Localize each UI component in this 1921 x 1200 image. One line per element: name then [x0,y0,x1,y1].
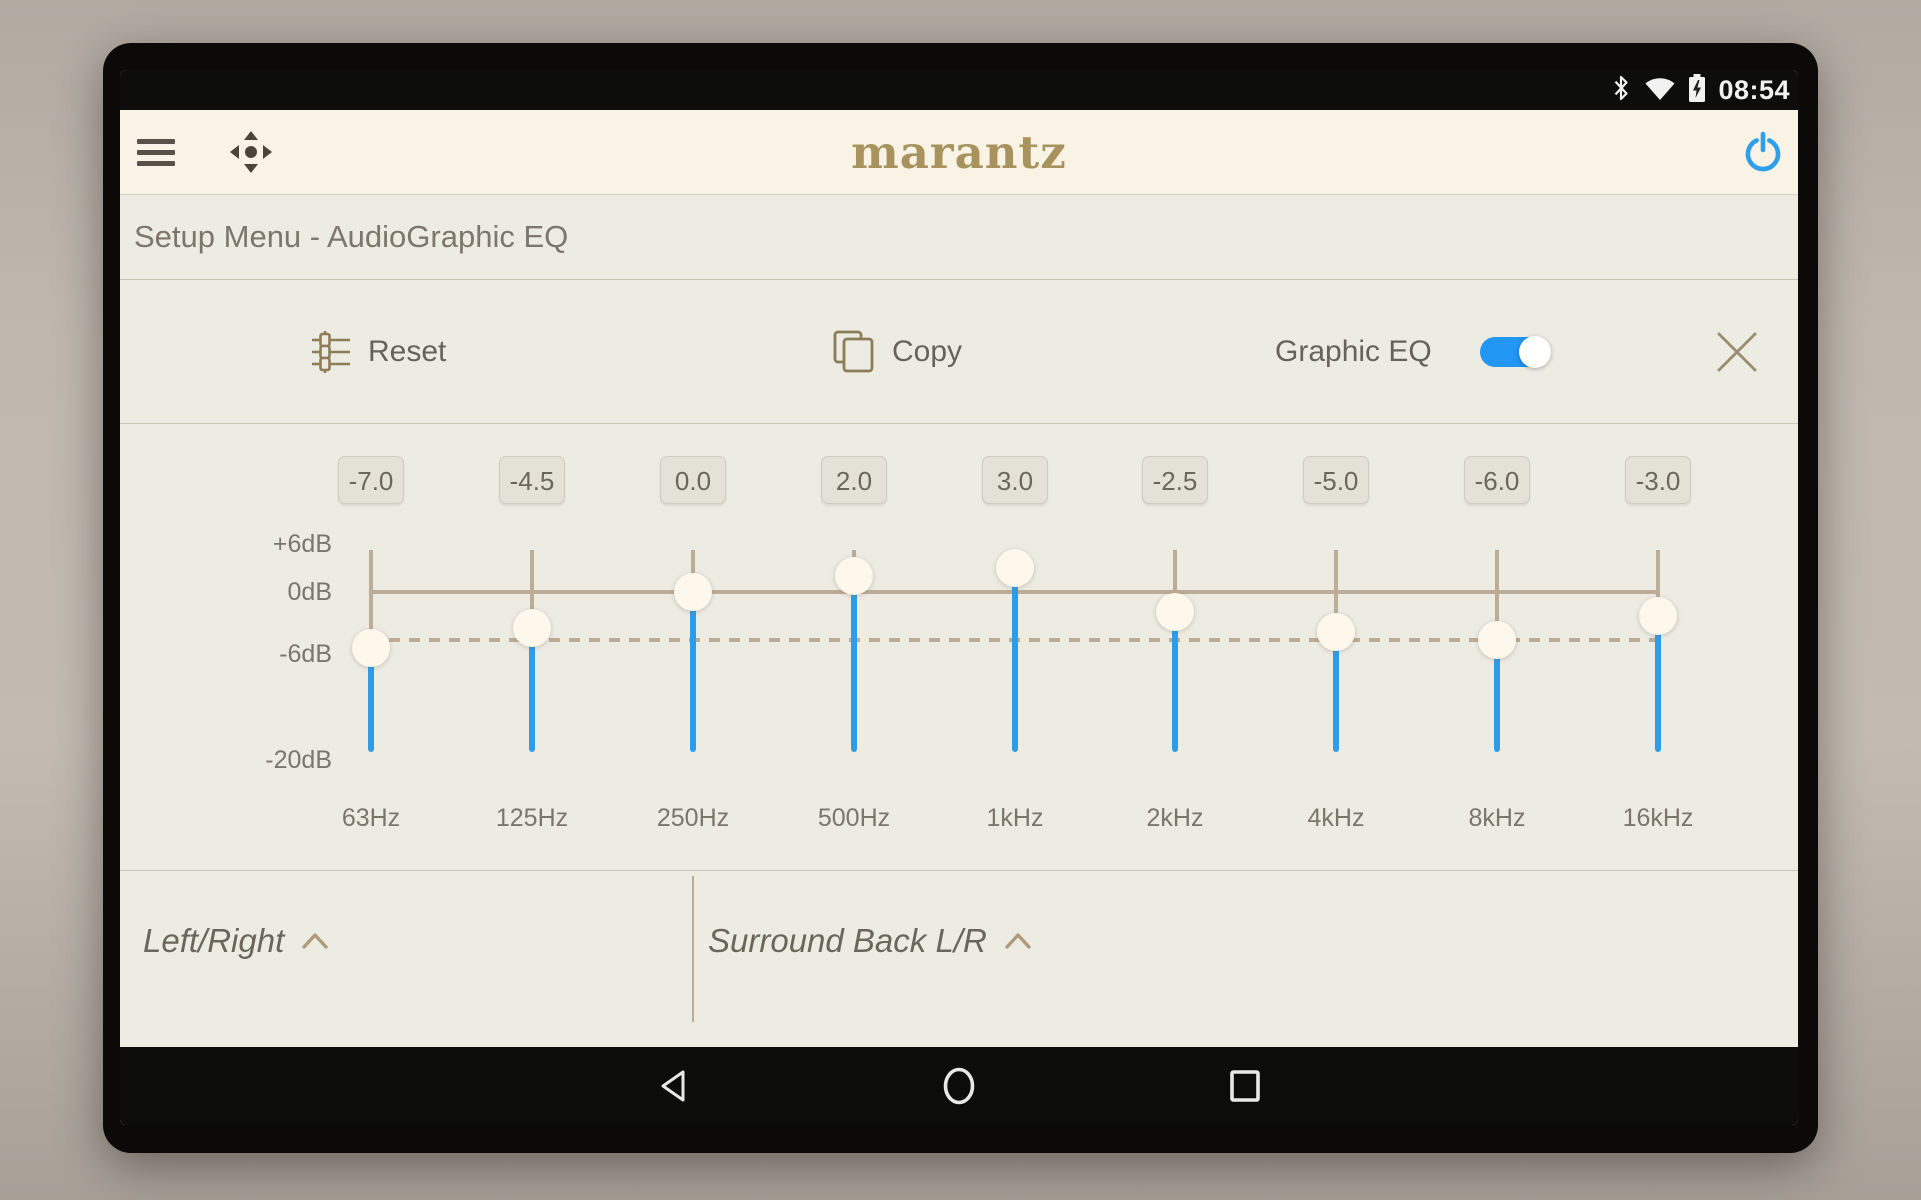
eq-freq-label: 250Hz [656,804,730,832]
eq-value-badge-250Hz: 0.0 [660,456,726,504]
eq-slider-knob-8kHz[interactable] [1478,621,1516,659]
channel-tab-surround-back[interactable]: Surround Back L/R [708,871,1031,1011]
menu-icon[interactable] [137,131,175,173]
eq-track-63Hz [369,550,373,648]
battery-charging-icon [1688,73,1706,107]
eq-fill-4kHz [1333,632,1339,752]
eq-value-badge-8kHz: -6.0 [1464,456,1530,504]
eq-value-badge-16kHz: -3.0 [1625,456,1691,504]
copy-button[interactable]: Copy [832,280,962,423]
graphic-eq-toggle[interactable] [1479,335,1551,368]
eq-track-8kHz [1495,550,1499,640]
sliders-icon [312,330,350,373]
power-button[interactable] [1741,130,1785,174]
eq-axis-label: 0dB [287,578,332,606]
eq-slider-knob-2kHz[interactable] [1156,593,1194,631]
chevron-up-icon [302,933,328,949]
bluetooth-icon [1610,74,1632,107]
eq-slider-knob-250Hz[interactable] [674,573,712,611]
back-icon[interactable] [655,1068,691,1104]
close-button[interactable] [1714,280,1760,423]
status-time: 08:54 [1718,74,1790,105]
channel-tabs: Left/Right Surround Back L/R [120,871,1798,1047]
eq-value-badge-1kHz: 3.0 [982,456,1048,504]
eq-slider-knob-63Hz[interactable] [352,629,390,667]
graphic-eq-control: Graphic EQ [1275,280,1551,423]
eq-fill-8kHz [1494,640,1500,752]
eq-value-badge-4kHz: -5.0 [1303,456,1369,504]
graphic-eq-label: Graphic EQ [1275,334,1432,368]
eq-freq-label: 125Hz [495,804,569,832]
eq-fill-16kHz [1655,616,1661,752]
tablet-frame: 08:54 marantz S [103,43,1818,1153]
close-icon [1717,332,1757,371]
eq-value-badge-63Hz: -7.0 [338,456,404,504]
eq-fill-63Hz [368,648,374,752]
home-icon[interactable] [941,1067,977,1105]
reset-button[interactable]: Reset [310,280,446,423]
eq-fill-500Hz [851,576,857,752]
eq-freq-label: 1kHz [986,804,1044,832]
eq-freq-label: 500Hz [817,804,891,832]
chevron-up-icon [1005,933,1031,949]
eq-fill-250Hz [690,592,696,752]
eq-freq-label: 16kHz [1622,804,1694,832]
eq-track-2kHz [1173,550,1177,612]
eq-track-125Hz [530,550,534,628]
eq-freq-label: 2kHz [1146,804,1204,832]
app-header: marantz [120,110,1798,195]
copy-icon [833,330,874,372]
app-screen: 08:54 marantz S [120,70,1798,1125]
eq-value-badge-500Hz: 2.0 [821,456,887,504]
eq-track-4kHz [1334,550,1338,632]
eq-slider-knob-16kHz[interactable] [1639,597,1677,635]
channel-tab-label: Left/Right [143,922,285,959]
eq-track-250Hz [691,550,695,592]
eq-freq-label: 8kHz [1468,804,1526,832]
eq-value-badge-125Hz: -4.5 [499,456,565,504]
eq-slider-knob-125Hz[interactable] [513,609,551,647]
channel-tab-label: Surround Back L/R [708,922,987,959]
page-title: Setup Menu - AudioGraphic EQ [120,195,1798,280]
marantz-logo: marantz [851,125,1067,179]
cursor-dpad-icon[interactable] [228,129,274,175]
copy-label: Copy [892,334,963,368]
eq-freq-label: 63Hz [341,804,401,832]
channel-tab-left-right[interactable]: Left/Right [143,871,328,1011]
eq-slider-knob-1kHz[interactable] [996,549,1034,587]
reset-label: Reset [368,334,447,368]
wifi-icon [1644,75,1676,106]
eq-fill-125Hz [529,628,535,752]
eq-slider-knob-500Hz[interactable] [835,557,873,595]
eq-slider-bank: +6dB 0dB -6dB -20dB -7.0 63Hz -4.5 125Hz 0.0 250H… [120,70,1798,1125]
section-divider [120,870,1798,871]
eq-toolbar: Reset Copy Graphic EQ [120,280,1798,424]
tab-divider [692,876,694,1022]
toggle-thumb [1518,335,1551,368]
eq-slider-knob-4kHz[interactable] [1317,613,1355,651]
eq-axis-label: -6dB [279,640,332,668]
android-nav-bar [120,1047,1798,1125]
eq-fill-2kHz [1172,612,1178,752]
eq-axis-label: -20dB [265,746,332,774]
eq-freq-label: 4kHz [1307,804,1365,832]
eq-track-16kHz [1656,550,1660,616]
eq-value-badge-2kHz: -2.5 [1142,456,1208,504]
eq-fill-1kHz [1012,568,1018,752]
recent-apps-icon[interactable] [1227,1068,1263,1104]
status-bar: 08:54 [120,70,1798,110]
eq-axis-label: +6dB [272,530,332,558]
